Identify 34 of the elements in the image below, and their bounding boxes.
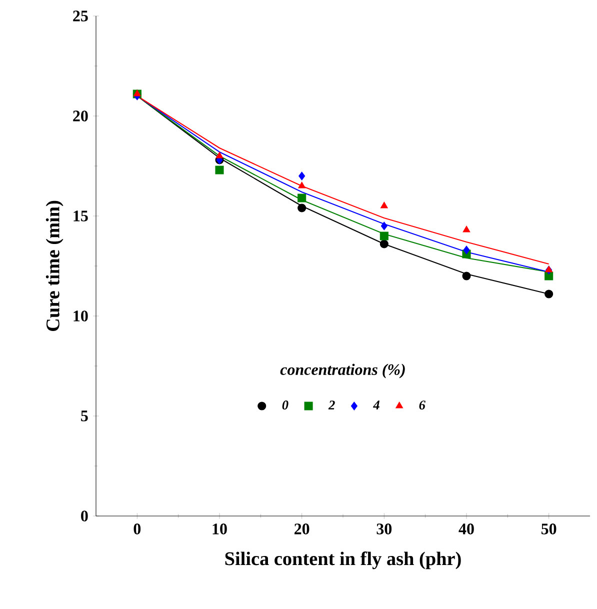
- point: [215, 166, 224, 174]
- y-tick-label: 15: [74, 210, 88, 222]
- legend-title: concentrations (%): [280, 364, 405, 378]
- point: [463, 246, 470, 254]
- point: [216, 152, 224, 158]
- point: [380, 222, 388, 230]
- x-tick-label: 40: [458, 524, 474, 534]
- point: [298, 182, 306, 188]
- legend-label: 6: [419, 400, 426, 410]
- point: [544, 290, 554, 298]
- legend-label: 2: [328, 400, 335, 410]
- x-tick-label: 30: [376, 524, 392, 534]
- x-tick-label: 20: [294, 524, 310, 534]
- x-tick-label: 0: [134, 524, 141, 534]
- point: [298, 194, 306, 202]
- y-tick-label: 20: [73, 110, 88, 122]
- x-tick-label: 50: [541, 524, 556, 534]
- y-tick-label: 0: [81, 510, 88, 522]
- point: [544, 272, 554, 280]
- x-tick-label: 10: [212, 524, 227, 534]
- y-tick-label: 5: [81, 410, 88, 422]
- point: [462, 272, 471, 280]
- point: [380, 202, 388, 208]
- point: [380, 232, 388, 240]
- legend-label: 4: [372, 400, 380, 410]
- point: [298, 172, 306, 180]
- x-axis-title: Silica content in fly ash (phr): [225, 552, 461, 570]
- y-axis-title: Cure time (min): [46, 200, 64, 331]
- point: [298, 204, 306, 212]
- legend-label: 0: [282, 400, 288, 410]
- point: [462, 226, 470, 232]
- y-tick-label: 10: [74, 310, 88, 322]
- y-tick-label: 25: [73, 10, 88, 22]
- point: [380, 240, 388, 248]
